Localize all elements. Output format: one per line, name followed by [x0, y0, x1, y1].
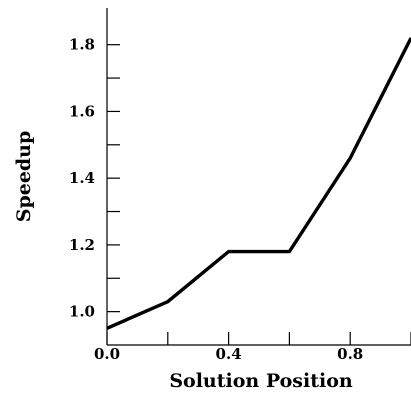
y-tick-label: 1.2 [69, 236, 95, 254]
series-line [106, 37, 411, 330]
x-ticks: 0.0 0.4 0.8 [94, 332, 411, 363]
x-axis-title: Solution Position [169, 370, 353, 392]
x-tick-label: 0.0 [94, 345, 120, 363]
series-layer [106, 37, 411, 330]
x-tick-label: 0.4 [216, 345, 242, 363]
axes [106, 8, 411, 346]
y-tick-label: 1.6 [69, 102, 95, 120]
x-tick-label: 0.8 [337, 345, 363, 363]
y-tick-label: 1.8 [69, 36, 95, 54]
y-ticks: 1.0 1.2 1.4 1.6 1.8 [69, 36, 120, 321]
y-axis-title: Speedup [13, 131, 35, 223]
y-tick-label: 1.0 [69, 303, 95, 321]
y-tick-label: 1.4 [69, 169, 95, 187]
